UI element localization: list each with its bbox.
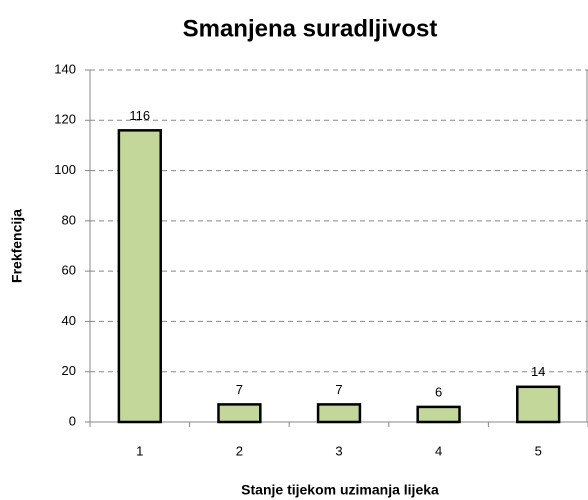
y-tick-label: 60: [62, 263, 76, 278]
data-label: 6: [435, 384, 442, 399]
x-tick-label: 1: [136, 443, 143, 458]
y-tick-label: 120: [54, 112, 76, 127]
x-axis-title: Stanje tijekom uzimanja lijeka: [241, 482, 439, 498]
x-tick-label: 3: [335, 443, 342, 458]
bar: [117, 129, 162, 424]
x-tick-label: 5: [535, 443, 542, 458]
data-label: 116: [129, 108, 150, 123]
data-label: 14: [531, 364, 545, 379]
bar: [217, 403, 262, 424]
y-axis-title: Frekfencija: [9, 209, 25, 283]
y-tick-label: 0: [69, 413, 76, 428]
x-tick-label: 4: [435, 443, 442, 458]
y-tick-label: 40: [62, 313, 76, 328]
data-label: 7: [236, 382, 243, 397]
y-tick-label: 20: [62, 363, 76, 378]
chart-title: Smanjena suradljivost: [183, 15, 438, 42]
y-tick-label: 80: [62, 212, 76, 227]
bar: [416, 405, 461, 424]
y-tick-label: 100: [54, 162, 76, 177]
y-tick-label: 140: [54, 61, 76, 76]
x-tick-label: 2: [236, 443, 243, 458]
bar: [516, 385, 561, 424]
data-label: 7: [335, 382, 342, 397]
bar: [316, 403, 362, 424]
